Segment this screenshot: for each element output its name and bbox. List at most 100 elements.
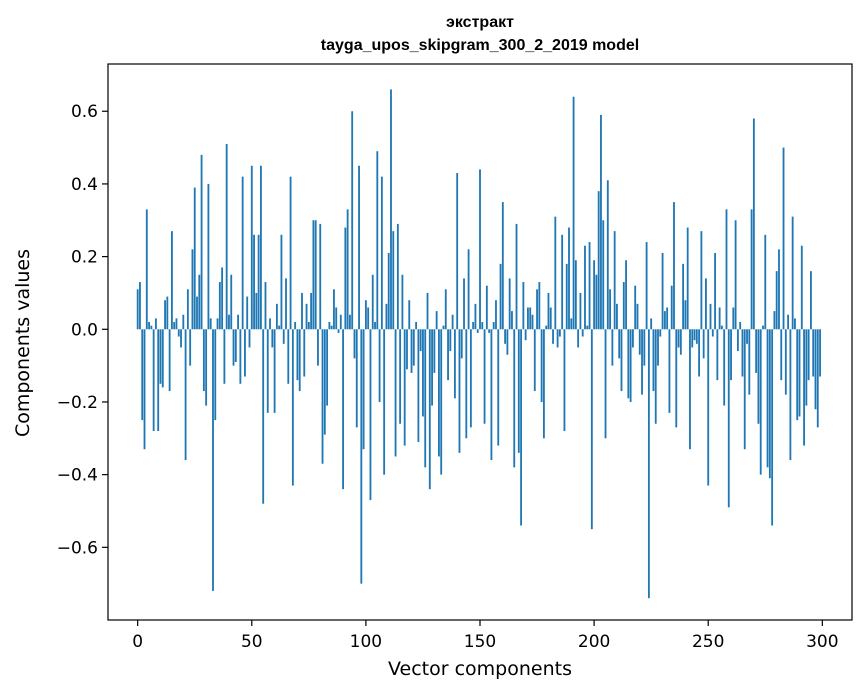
bar <box>529 307 532 330</box>
bar <box>816 329 819 428</box>
bar <box>647 329 650 599</box>
bar <box>563 329 566 432</box>
bar <box>800 245 803 330</box>
bar <box>668 329 671 413</box>
bar <box>200 154 203 330</box>
bar <box>545 325 548 330</box>
bar <box>207 183 210 330</box>
bar <box>805 329 808 406</box>
bar <box>355 329 358 428</box>
bar <box>401 274 404 330</box>
bar <box>787 314 790 330</box>
bar <box>344 227 347 330</box>
bar <box>730 329 732 381</box>
bar <box>406 329 408 370</box>
bar <box>330 325 333 330</box>
bar <box>536 289 538 330</box>
bar <box>472 322 475 330</box>
bar <box>196 296 198 330</box>
bars-group <box>136 89 821 599</box>
bar <box>346 209 349 330</box>
bar <box>757 329 760 424</box>
x-tick-label: 250 <box>692 632 724 652</box>
bar <box>620 329 623 392</box>
bar <box>275 303 278 330</box>
bar <box>184 329 187 461</box>
bar <box>677 329 680 348</box>
bar <box>556 329 559 348</box>
bar <box>524 329 527 341</box>
bar <box>278 325 281 330</box>
bar <box>497 329 500 446</box>
bar <box>606 180 609 330</box>
bar <box>232 329 235 366</box>
bar <box>479 169 481 330</box>
bar <box>721 325 723 330</box>
x-tick-label: 300 <box>806 632 838 652</box>
bar <box>467 249 470 330</box>
bar <box>469 329 472 428</box>
bar <box>565 263 568 330</box>
bar <box>504 329 507 344</box>
bar <box>431 329 433 406</box>
bar <box>191 249 194 330</box>
bar <box>659 329 662 337</box>
bar <box>538 282 541 330</box>
bar <box>282 329 285 344</box>
bar <box>570 318 573 330</box>
bar <box>574 260 577 330</box>
bar <box>186 289 189 330</box>
bar <box>780 329 783 381</box>
chart-title: экстракт <box>446 14 514 31</box>
bar <box>189 329 192 366</box>
bar <box>682 263 685 330</box>
bar <box>296 329 299 381</box>
bar <box>819 329 821 377</box>
bar <box>746 329 748 344</box>
bar <box>634 285 637 330</box>
bar <box>778 249 780 330</box>
bar <box>654 329 657 424</box>
bar <box>333 289 335 330</box>
y-tick-label: −0.4 <box>57 466 98 486</box>
bar <box>314 220 317 330</box>
bar <box>547 292 550 330</box>
bar <box>264 282 267 330</box>
bar <box>718 307 721 330</box>
bar <box>627 329 630 399</box>
bar <box>301 292 303 330</box>
bar <box>273 329 276 413</box>
bar <box>152 329 155 432</box>
bar <box>351 111 354 330</box>
bar <box>442 325 445 330</box>
bar <box>673 202 675 330</box>
bar <box>686 227 689 330</box>
bar <box>705 278 707 330</box>
bar <box>390 89 392 330</box>
bar <box>663 311 666 330</box>
bar <box>552 329 554 344</box>
bar <box>736 329 739 352</box>
bar <box>139 282 141 330</box>
bar <box>743 329 746 450</box>
bar <box>768 329 771 479</box>
bar <box>613 231 616 330</box>
bar <box>362 329 365 450</box>
bar <box>248 329 251 348</box>
bar <box>485 285 488 330</box>
bar <box>419 329 422 352</box>
bar <box>588 242 591 330</box>
bar <box>707 329 710 486</box>
bar <box>766 329 769 468</box>
bar <box>136 289 139 330</box>
bar <box>460 329 463 359</box>
bar <box>488 329 491 333</box>
bar <box>255 292 258 330</box>
bar <box>170 231 173 330</box>
bar <box>657 329 659 366</box>
bar <box>490 329 493 461</box>
bar <box>508 278 511 330</box>
x-tick-label: 0 <box>132 632 143 652</box>
bar <box>305 303 308 330</box>
bar <box>321 329 324 464</box>
